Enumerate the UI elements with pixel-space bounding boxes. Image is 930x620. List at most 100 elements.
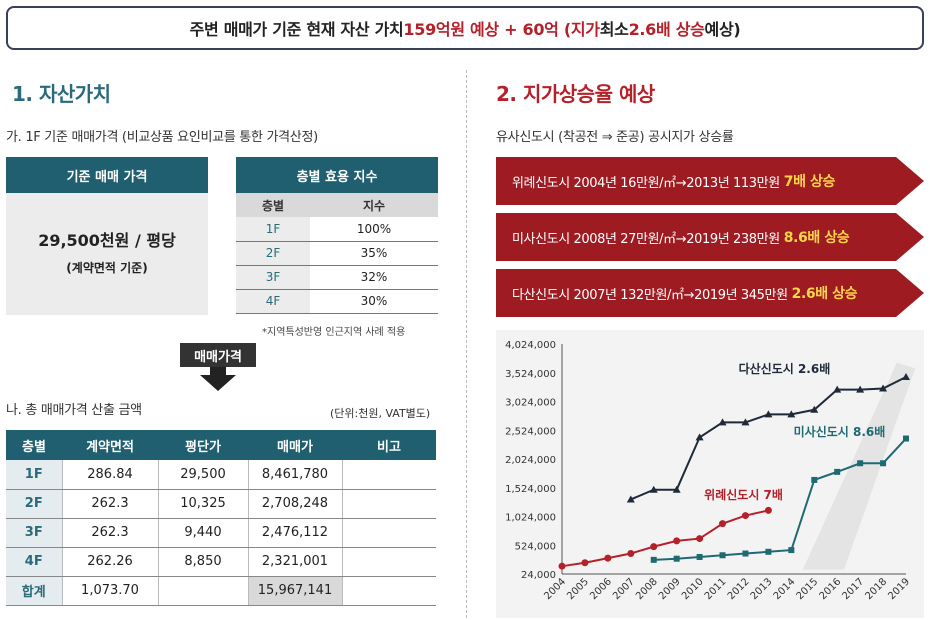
data-point [902,373,910,381]
remarks-cell [342,547,436,577]
data-point [558,562,566,570]
area-cell: 262.26 [62,547,159,577]
y-tick-label: 2,024,000 [505,455,556,466]
data-point [627,550,635,558]
unit-note: (단위:천원, VAT별도) [330,407,431,420]
series-label: 다산신도시 2.6배 [739,361,831,376]
table-row: 2F 35% [236,241,438,266]
price-arrow: 매매가격 [180,343,256,393]
misa-banner-text: 미사신도시 2008년 27만원/㎡→2019년 238만원 8.6배 상승 [512,213,850,261]
x-tick-label: 2018 [863,576,889,602]
data-point [718,418,727,426]
data-point [581,559,589,567]
base-price-header: 기준 매매 가격 [6,157,208,193]
x-tick-label: 2015 [795,576,821,602]
down-arrow-icon [200,367,236,391]
land-price-chart-svg: 4,024,000 3,524,000 3,024,000 2,524,000 2,02… [505,340,916,602]
remarks-cell [342,518,436,548]
utility-col-floor: 층별 [236,193,310,217]
table-row: 2F 262.3 10,325 2,708,248 [6,489,436,519]
floor-cell: 1F [236,217,310,242]
area-cell: 262.3 [62,489,159,519]
area-cell: 286.84 [62,460,159,490]
y-tick-label: 1,024,000 [505,513,556,524]
data-point [604,554,612,562]
table-row: 3F 32% [236,265,438,290]
data-point [696,535,704,543]
data-point [834,468,841,475]
series-label: 미사신도시 8.6배 [794,424,886,439]
data-point [741,418,750,426]
area-cell: 262.3 [62,518,159,548]
area-cell: 1,073.70 [62,576,159,606]
dasan-banner: 다산신도시 2007년 132만원/㎡→2019년 345만원 2.6배 상승 [496,269,924,317]
table-row: 1F 100% [236,217,438,242]
land-rise-title: 2. 지가상승율 예상 [496,82,655,106]
col-remarks: 비고 [342,430,436,460]
misa-banner-shape [496,213,924,261]
unit-price-cell: 9,440 [158,518,249,548]
sale-price-cell: 2,708,248 [248,489,343,519]
series-line [561,509,769,568]
unit-price-cell: 10,325 [158,489,249,519]
data-point [672,485,681,493]
banner-text-2: 159억원 예상 + 60억 (지가 [403,20,600,39]
y-tick-label: 2,524,000 [505,426,556,437]
data-point [719,520,727,528]
utility-note: *지역특성반영 인근지역 사례 적용 [262,327,406,338]
base-price-value: 29,500천원 / 평당 [38,231,176,250]
wirye-text: 위례신도시 2004년 16만원/㎡→2013년 113만원 [512,175,780,191]
y-tick-label: 3,024,000 [505,398,556,409]
data-point [650,556,657,563]
unit-price-cell [158,576,249,606]
data-point [880,460,887,467]
x-tick-label: 2013 [749,576,775,602]
sale-price-cell: 2,476,112 [248,518,343,548]
data-point [649,485,658,493]
data-point [856,385,865,393]
x-tick-label: 2017 [840,576,866,602]
wirye-banner: 위례신도시 2004년 16만원/㎡→2013년 113만원 7배 상승 [496,157,924,205]
data-point [673,555,680,562]
data-point [879,384,888,392]
data-point [788,547,795,554]
y-tick-label: 524,000 [515,541,556,552]
wirye-banner-shape [496,157,924,205]
sale-price-cell: 2,321,001 [248,547,343,577]
remarks-cell [342,576,436,606]
data-point [765,548,772,555]
dasan-multiplier: 2.6배 상승 [791,286,858,302]
col-unit-price: 평단가 [158,430,248,460]
wirye-banner-text: 위례신도시 2004년 16만원/㎡→2013년 113만원 7배 상승 [512,157,835,205]
unit-price-cell: 8,850 [158,547,249,577]
arrow-label: 매매가격 [180,343,256,367]
floor-cell: 4F [6,547,63,577]
index-cell: 100% [310,217,438,242]
data-point [903,435,909,442]
banner-text-1: 주변 매매가 기준 현재 자산 가치 [189,20,404,39]
unit-price-cell: 29,500 [158,460,249,490]
y-tick-label: 24,000 [521,570,556,581]
data-point [833,385,842,393]
table-row: 3F 262.3 9,440 2,476,112 [6,518,436,548]
asset-value-title: 1. 자산가치 [12,82,111,106]
col-area: 계약면적 [62,430,158,460]
x-tick-label: 2006 [588,576,614,602]
base-price-subtitle: 가. 1F 기준 매매가격 (비교상품 요인비교를 통한 가격산정) [6,130,318,145]
remarks-cell [342,489,436,519]
floor-cell: 3F [236,265,310,290]
x-tick-label: 2008 [634,576,660,602]
x-tick-label: 2019 [886,576,912,602]
table-row: 4F 30% [236,289,438,314]
floor-cell: 1F [6,460,63,490]
table-row: 4F 262.26 8,850 2,321,001 [6,547,436,577]
summary-banner: 주변 매매가 기준 현재 자산 가치 159억원 예상 + 60억 (지가 최소… [6,6,924,50]
data-point [719,552,726,559]
data-point [764,410,773,418]
misa-text: 미사신도시 2008년 27만원/㎡→2019년 238만원 [512,231,780,247]
floor-cell: 3F [6,518,63,548]
floor-cell: 2F [6,489,63,519]
series-label: 위례신도시 7배 [704,487,783,502]
x-tick-label: 2007 [611,576,637,602]
data-point [696,553,703,560]
